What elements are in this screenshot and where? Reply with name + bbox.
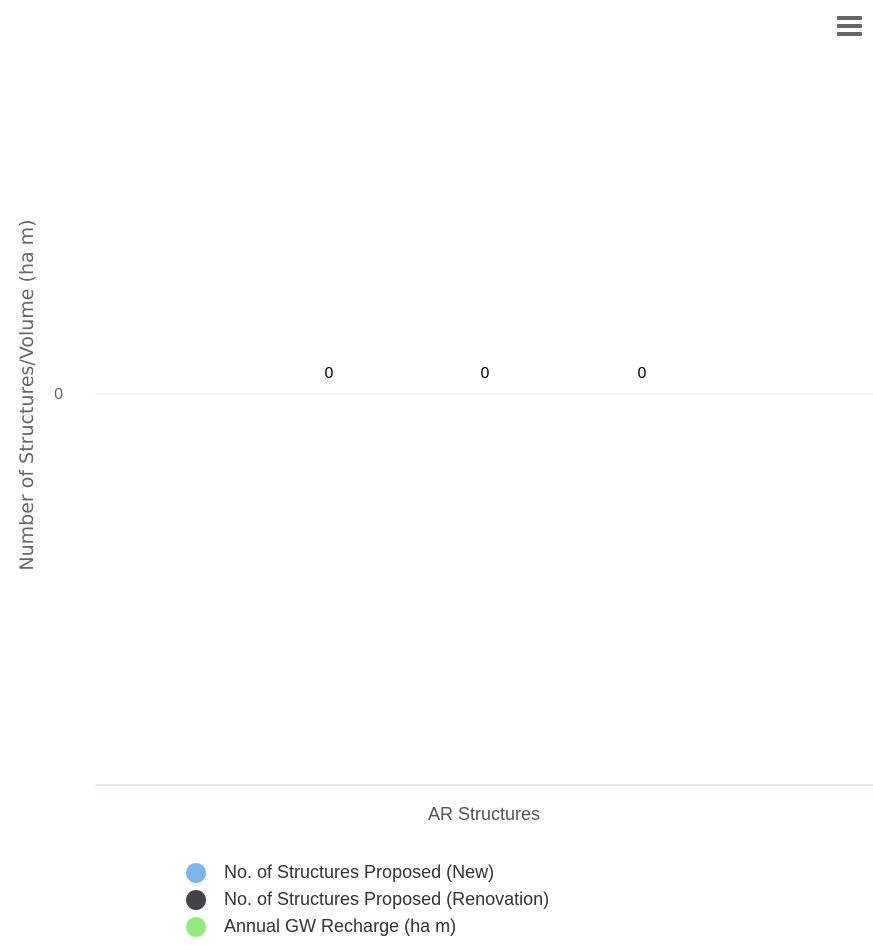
x-axis-title: AR Structures — [428, 804, 540, 824]
legend-item-recharge[interactable]: Annual GW Recharge (ha m) — [186, 914, 746, 941]
data-label: 0 — [325, 365, 334, 382]
legend-marker — [186, 863, 206, 883]
legend-item-renovation[interactable]: No. of Structures Proposed (Renovation) — [186, 887, 746, 914]
bars-layer: 0 0 0 — [325, 365, 647, 382]
legend-label: No. of Structures Proposed (Renovation) — [224, 889, 550, 909]
legend-item-new[interactable]: No. of Structures Proposed (New) — [186, 860, 746, 887]
hamburger-menu-icon — [837, 16, 862, 20]
hamburger-menu-icon-bar — [837, 32, 862, 36]
data-label: 0 — [481, 365, 490, 382]
chart-menu-button[interactable] — [833, 12, 867, 42]
y-axis-title: Number of Structures/Volume (ha m) — [16, 219, 38, 570]
legend-marker — [186, 917, 206, 937]
chart-plot: 0 Number of Structures/Volume (ha m) AR … — [16, 219, 873, 824]
legend-label: Annual GW Recharge (ha m) — [224, 916, 457, 936]
legend-marker — [186, 890, 206, 910]
data-label: 0 — [638, 365, 647, 382]
legend-label: No. of Structures Proposed (New) — [224, 862, 495, 882]
y-tick-label: 0 — [54, 386, 63, 403]
hamburger-menu-icon-bar — [837, 24, 862, 28]
chart-legend: No. of Structures Proposed (New) No. of … — [186, 860, 746, 941]
